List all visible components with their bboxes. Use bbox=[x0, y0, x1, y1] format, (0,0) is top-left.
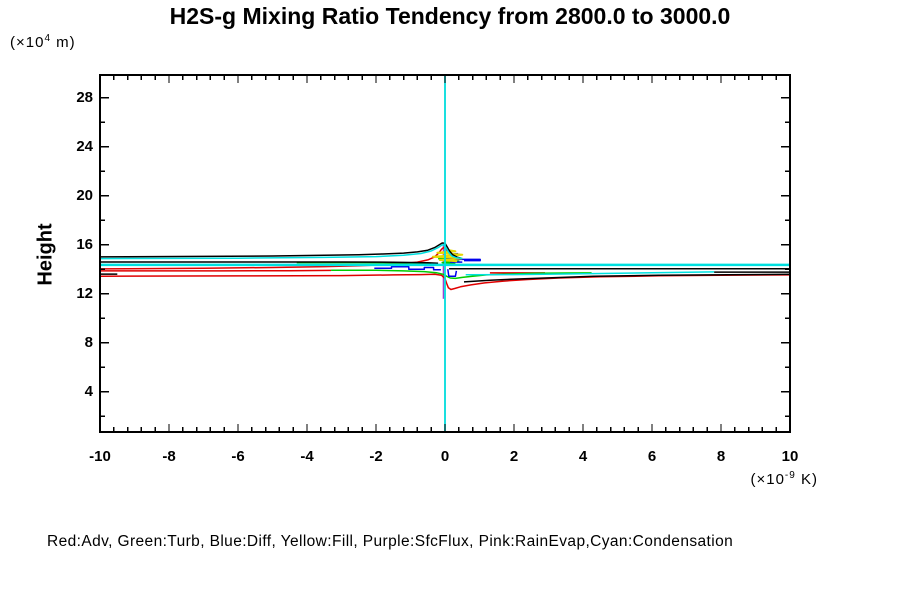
legend-text: Red:Adv, Green:Turb, Blue:Diff, Yellow:F… bbox=[47, 533, 734, 550]
y-tick-label: 28 bbox=[76, 88, 93, 106]
y-unit-exponent: 4 bbox=[44, 33, 52, 44]
x-tick-label: 0 bbox=[440, 448, 450, 465]
x-tick-label: 4 bbox=[578, 448, 588, 465]
x-tick-label: 8 bbox=[716, 448, 726, 465]
y-unit-open: (×10 bbox=[10, 34, 45, 51]
x-tick-label: -2 bbox=[369, 448, 383, 465]
x-tick-label: -10 bbox=[89, 448, 111, 465]
series-unlabeled-black bbox=[463, 273, 790, 283]
series-adv bbox=[100, 269, 332, 272]
x-tick-label: 6 bbox=[647, 448, 657, 465]
series-turb bbox=[331, 269, 592, 280]
series-unlabeled-black bbox=[100, 261, 439, 265]
y-axis-unit-label: (×104 m) bbox=[10, 33, 76, 51]
series-fill bbox=[431, 248, 464, 263]
x-unit-exponent: -9 bbox=[784, 470, 796, 481]
y-tick-label: 16 bbox=[76, 235, 93, 253]
x-tick-label: 10 bbox=[781, 448, 799, 465]
x-tick-label: -6 bbox=[231, 448, 245, 465]
x-unit-close: K) bbox=[795, 471, 818, 488]
y-tick-label: 8 bbox=[84, 333, 93, 351]
page-title: H2S-g Mixing Ratio Tendency from 2800.0 … bbox=[169, 3, 731, 29]
series-diff bbox=[447, 269, 458, 277]
x-axis-unit-label: (×10-9 K) bbox=[690, 470, 818, 488]
y-tick-label: 24 bbox=[76, 137, 93, 155]
x-tick-label: 2 bbox=[509, 448, 519, 465]
y-unit-close: m) bbox=[51, 34, 76, 51]
y-tick-label: 4 bbox=[84, 382, 93, 400]
series-condensation bbox=[100, 243, 463, 260]
x-tick-label: -4 bbox=[300, 448, 314, 465]
x-unit-open: (×10 bbox=[750, 471, 785, 488]
x-tick-label: -8 bbox=[162, 448, 176, 465]
y-tick-label: 20 bbox=[76, 186, 93, 204]
series-diff bbox=[446, 258, 481, 262]
series-diff bbox=[374, 265, 441, 271]
y-tick-label: 12 bbox=[76, 284, 93, 302]
series-unlabeled-black bbox=[100, 242, 461, 259]
series-condensation bbox=[465, 271, 715, 276]
